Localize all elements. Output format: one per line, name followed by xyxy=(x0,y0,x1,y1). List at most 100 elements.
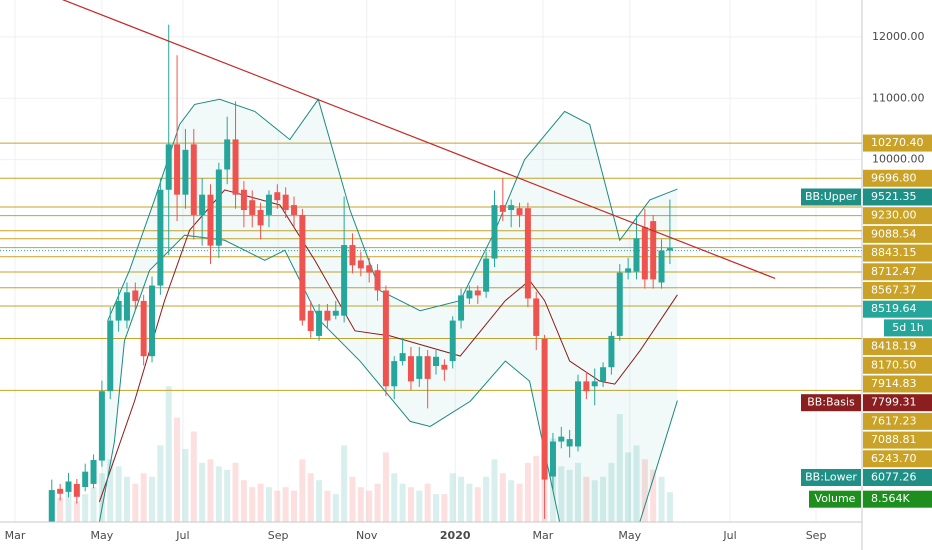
price-tag-text: 9521.35 xyxy=(871,190,917,203)
countdown-tag xyxy=(884,319,932,337)
volume-bar xyxy=(474,487,481,522)
volume-bar xyxy=(374,483,381,522)
price-tag xyxy=(863,134,932,152)
candle-body xyxy=(424,356,431,379)
volume-bar xyxy=(499,473,506,522)
candle-body xyxy=(508,205,515,211)
candle-body xyxy=(449,320,456,362)
candle-body xyxy=(549,441,556,477)
volume-bar xyxy=(299,459,306,522)
volume-bar xyxy=(524,462,531,522)
candle-body xyxy=(157,189,164,286)
candle-body xyxy=(541,338,548,480)
candle-body xyxy=(57,488,64,494)
candle-body xyxy=(499,205,506,212)
volume-bar xyxy=(441,494,448,522)
volume-bar xyxy=(257,483,264,522)
candle-body xyxy=(123,292,130,321)
volume-bar xyxy=(449,473,456,522)
volume-bar xyxy=(583,476,590,522)
x-tick-label: Mar xyxy=(533,529,554,542)
volume-bar xyxy=(641,459,648,522)
volume-bar xyxy=(307,473,314,522)
volume-bar xyxy=(566,469,573,522)
series-name-text: BB:Lower xyxy=(805,470,857,483)
volume-bar xyxy=(274,490,281,522)
candle-body xyxy=(182,149,189,195)
volume-tag-text: 8.564K xyxy=(871,492,910,505)
volume-bar xyxy=(132,483,139,522)
candle-body xyxy=(516,208,523,215)
y-tick-label: 11000.00 xyxy=(872,91,925,104)
volume-bar xyxy=(332,494,339,522)
candle-body xyxy=(558,436,565,442)
candle-body xyxy=(341,245,348,316)
candle-body xyxy=(466,290,473,299)
price-tag xyxy=(863,468,932,486)
candle-body xyxy=(291,205,298,215)
candle-body xyxy=(199,194,206,215)
candle-body xyxy=(399,353,406,362)
candle-body xyxy=(90,459,97,484)
volume-bar xyxy=(424,483,431,522)
volume-bar xyxy=(190,431,197,522)
countdown-text: 5d 1h xyxy=(892,321,923,334)
volume-bar xyxy=(458,476,465,522)
volume-tag xyxy=(863,490,932,508)
volume-bar xyxy=(140,473,147,522)
series-name-text: BB:Upper xyxy=(805,190,858,203)
price-tag xyxy=(863,412,932,430)
candle-body xyxy=(307,310,314,332)
candle-body xyxy=(650,221,657,280)
candle-body xyxy=(641,227,648,280)
price-tag-text: 9696.80 xyxy=(871,171,917,184)
candle-body xyxy=(107,320,114,392)
candle-body xyxy=(483,258,490,292)
volume-bar xyxy=(82,494,89,522)
volume-bar xyxy=(291,490,298,522)
candle-body xyxy=(165,144,172,190)
volume-bar xyxy=(249,487,256,522)
price-tag xyxy=(863,450,932,468)
candle-body xyxy=(474,290,481,296)
volume-bar xyxy=(466,483,473,522)
volume-bar xyxy=(650,469,657,522)
volume-bar xyxy=(107,459,114,522)
candle-body xyxy=(190,144,197,215)
volume-bar xyxy=(666,492,673,522)
candle-body xyxy=(207,194,214,246)
price-tag-text: 7617.23 xyxy=(871,414,917,427)
volume-bar xyxy=(265,487,272,522)
price-tag xyxy=(863,300,932,318)
volume-bar xyxy=(633,445,640,522)
volume-bar xyxy=(57,497,64,522)
price-tag xyxy=(863,394,932,412)
candle-body xyxy=(382,290,389,387)
price-tag-text: 8519.64 xyxy=(871,302,917,315)
volume-bar xyxy=(416,490,423,522)
volume-bar xyxy=(341,445,348,522)
price-tag xyxy=(863,169,932,187)
price-tags: 10270.40 9696.80 9521.35 BB:Upper 9230.00 908… xyxy=(801,134,932,508)
candle-body xyxy=(215,169,222,246)
candle-body xyxy=(366,265,373,273)
price-tag xyxy=(863,431,932,449)
volume-bar xyxy=(73,501,80,522)
candle-body xyxy=(374,270,381,291)
candle-body xyxy=(73,483,80,497)
price-tag xyxy=(863,225,932,243)
x-tick-label: Jul xyxy=(722,529,736,542)
candle-body xyxy=(491,205,498,259)
candle-body xyxy=(666,248,673,251)
price-tag xyxy=(863,375,932,393)
candle-body xyxy=(115,300,122,321)
x-tick-label: Sep xyxy=(806,529,827,542)
volume-bar xyxy=(349,476,356,522)
price-tag xyxy=(863,338,932,356)
candle-body xyxy=(591,381,598,387)
volume-bar xyxy=(399,483,406,522)
volume-bar xyxy=(575,462,582,522)
trend-line xyxy=(61,0,776,279)
volume-name-text: Volume xyxy=(815,492,856,505)
